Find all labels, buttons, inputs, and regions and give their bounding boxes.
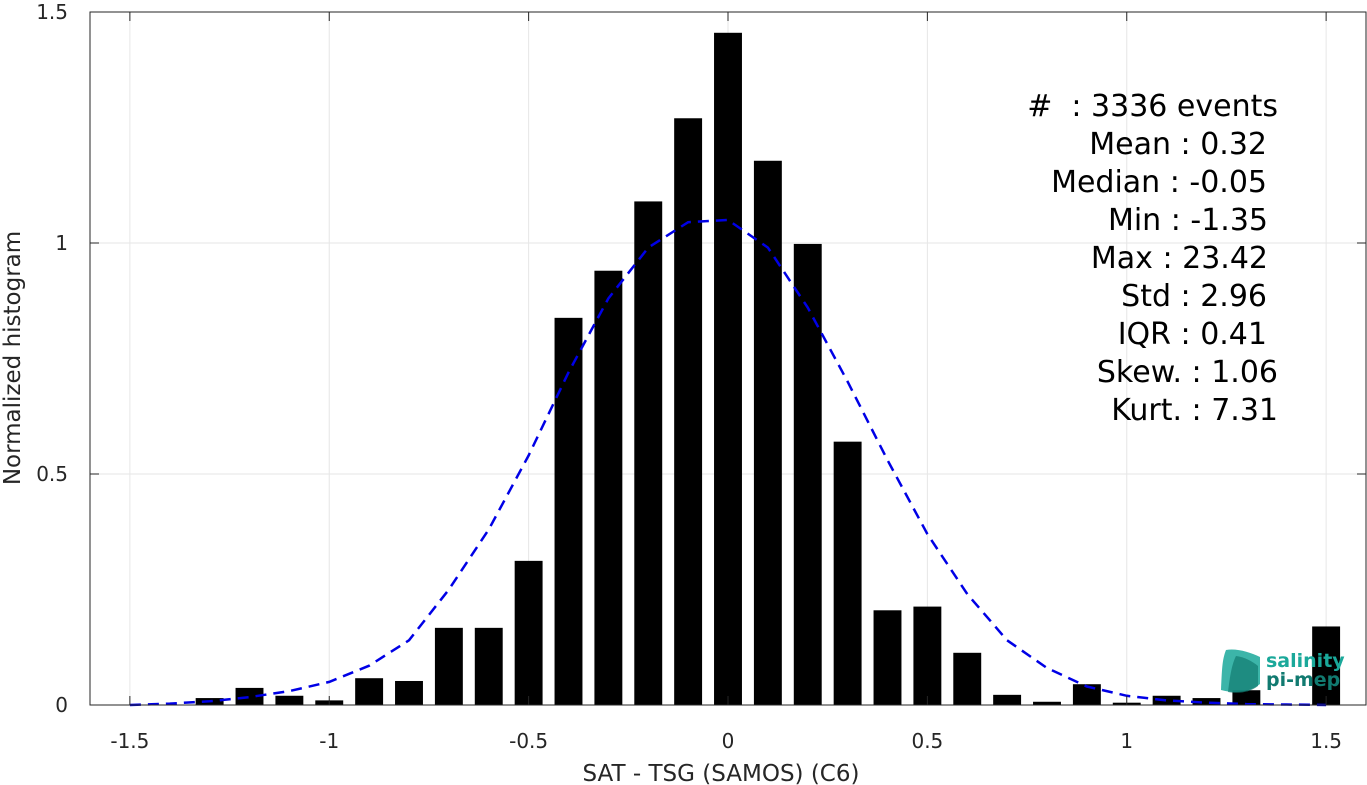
histogram-bar xyxy=(953,652,982,705)
stat-std: Std : 2.96 xyxy=(1121,279,1267,314)
histogram-bar xyxy=(1192,698,1221,705)
histogram-bar xyxy=(873,610,902,705)
y-axis-title: Normalized histogram xyxy=(0,231,26,485)
x-tick-label: -1.5 xyxy=(110,729,149,753)
x-axis-title: SAT - TSG (SAMOS) (C6) xyxy=(583,761,860,785)
histogram-bar xyxy=(1152,695,1181,705)
stat-min: Min : -1.35 xyxy=(1108,203,1268,238)
histogram-bar xyxy=(1312,626,1341,705)
histogram-bar xyxy=(753,160,782,705)
histogram-bar xyxy=(434,627,463,705)
histogram-bar xyxy=(395,680,423,705)
x-tick-label: 0.5 xyxy=(911,729,943,753)
histogram-bar xyxy=(554,317,583,705)
histogram-bar xyxy=(275,695,304,705)
x-tick-label: -1 xyxy=(319,729,339,753)
histogram-bar xyxy=(634,201,663,706)
y-tick-label: 1.5 xyxy=(36,0,68,24)
gaussian-fit-curve xyxy=(129,218,1327,707)
y-tick-label: 1 xyxy=(55,231,68,255)
histogram-bar xyxy=(1072,684,1101,705)
salinity-pimep-logo: salinity pi-mep xyxy=(1221,649,1345,693)
histogram-bar xyxy=(1232,690,1261,705)
x-tick-labels: -1.5 -1 -0.5 0 0.5 1 1.5 xyxy=(110,729,1342,753)
stat-median: Median : -0.05 xyxy=(1051,165,1267,200)
statistics-box: # : 3336 events Mean : 0.32 Median : -0.… xyxy=(1027,89,1278,428)
histogram-bar xyxy=(674,118,703,705)
x-tick-label: -0.5 xyxy=(509,729,548,753)
histogram-bar xyxy=(1033,701,1061,705)
logo-text-pimep: pi-mep xyxy=(1266,669,1340,691)
logo-wave-icon-shade xyxy=(1228,656,1258,693)
stat-mean: Mean : 0.32 xyxy=(1089,127,1267,162)
histogram-bar xyxy=(833,441,862,705)
logo-text-salinity: salinity xyxy=(1266,650,1345,672)
histogram-bar xyxy=(793,243,822,705)
histogram-bar xyxy=(913,606,942,705)
stat-kurt: Kurt. : 7.31 xyxy=(1111,393,1278,428)
y-tick-labels: 0 0.5 1 1.5 xyxy=(36,0,68,717)
y-tick-label: 0.5 xyxy=(36,462,68,486)
histogram-bars xyxy=(195,32,1341,706)
x-tick-label: 1 xyxy=(1120,729,1133,753)
stat-iqr: IQR : 0.41 xyxy=(1118,317,1267,352)
axis-ticks xyxy=(90,11,1366,706)
histogram-bar xyxy=(993,694,1022,705)
histogram-bar xyxy=(514,560,543,705)
histogram-bar xyxy=(474,627,503,705)
stat-max: Max : 23.42 xyxy=(1091,241,1268,276)
x-tick-label: 1.5 xyxy=(1310,729,1342,753)
histogram-bar xyxy=(594,270,623,705)
histogram-bar xyxy=(355,678,384,705)
histogram-bar xyxy=(714,32,742,706)
stat-skew: Skew. : 1.06 xyxy=(1097,355,1278,390)
x-tick-label: 0 xyxy=(722,729,735,753)
stat-events: # : 3336 events xyxy=(1027,89,1278,124)
y-tick-label: 0 xyxy=(55,693,68,717)
histogram-bar xyxy=(235,687,264,705)
